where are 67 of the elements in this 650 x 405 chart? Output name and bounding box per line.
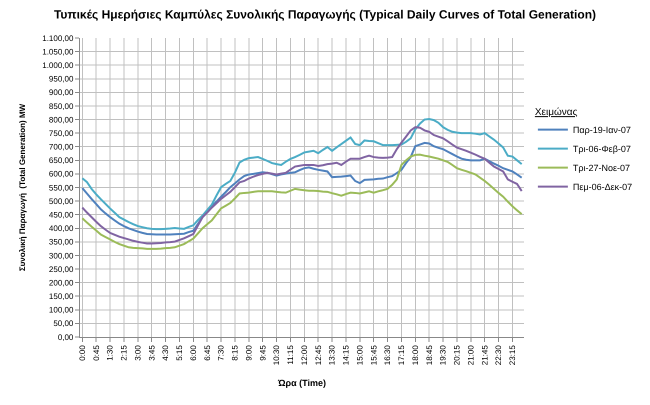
x-tick-label: 6:45 [202, 344, 212, 361]
y-tick-label: 0,00 [58, 332, 74, 342]
x-tick-label: 0:00 [78, 344, 87, 361]
y-tick-label: 300,00 [48, 251, 74, 260]
x-tick-label: 22:30 [494, 344, 504, 366]
y-tick-label: 850,00 [48, 102, 74, 111]
x-tick-label: 3:45 [147, 344, 156, 361]
x-axis-title: Ώρα (Time) [277, 378, 326, 388]
y-tick-label: 100,00 [48, 306, 74, 315]
y-tick-label: 1.000,00 [42, 60, 74, 70]
legend-label: Πεμ-06-Δεκ-07 [572, 182, 632, 192]
x-tick-label: 7:30 [216, 344, 226, 361]
y-tick-label: 700,00 [48, 142, 74, 152]
x-tick-label: 9:00 [244, 344, 254, 361]
x-tick-label: 4:30 [161, 344, 170, 361]
x-tick-label: 2:15 [120, 344, 129, 361]
line-series [81, 118, 523, 230]
x-tick-label: 16:30 [383, 344, 392, 366]
x-tick-label: 10:30 [272, 344, 282, 366]
y-tick-label: 750,00 [48, 128, 74, 138]
x-tick-label: 19:30 [438, 344, 448, 366]
y-tick-label: 350,00 [48, 238, 74, 247]
y-tick-label: 450,00 [48, 210, 74, 220]
x-tick-label: 6:00 [188, 344, 198, 361]
legend-label: Παρ-19-Ιαν-07 [572, 125, 631, 136]
x-tick-label: 13:30 [328, 344, 337, 366]
x-tick-label: 9:45 [258, 344, 268, 361]
x-tick-label: 11:15 [286, 344, 296, 365]
y-tick-label: 1.100,00 [42, 34, 74, 43]
y-tick-label: 600,00 [48, 170, 74, 179]
x-tick-label: 17:15 [397, 344, 406, 366]
y-tick-label: 400,00 [48, 224, 74, 234]
x-tick-label: 21:00 [466, 344, 476, 366]
x-tick-label: 5:15 [175, 344, 184, 361]
x-tick-label: 23:15 [508, 344, 518, 366]
x-tick-label: 12:00 [300, 344, 309, 366]
line-series [81, 142, 523, 236]
y-tick-label: 250,00 [48, 264, 74, 274]
x-tick-label: 18:45 [424, 344, 434, 366]
y-tick-label: 50,00 [53, 319, 74, 328]
legend-label: Τρι-06-Φεβ-07 [572, 144, 631, 154]
x-tick-label: 3:00 [133, 344, 142, 361]
legend-title: Χειμώνας [534, 107, 578, 118]
x-tick-label: 8:15 [230, 344, 240, 361]
line-series [81, 154, 523, 250]
chart-title: Τυπικές Ημερήσιες Καμπύλες Συνολικής Παραγωγής (Typical Daily Curves of Total Generation) [54, 8, 596, 22]
x-tick-label: 15:00 [355, 344, 364, 366]
y-tick-label: 650,00 [48, 156, 74, 166]
y-tick-label: 200,00 [48, 278, 74, 288]
y-tick-label: 950,00 [48, 74, 74, 84]
x-tick-label: 21:45 [480, 344, 490, 366]
y-tick-label: 550,00 [48, 183, 74, 192]
x-tick-label: 20:15 [452, 344, 462, 366]
y-tick-label: 150,00 [48, 292, 74, 302]
y-tick-label: 800,00 [48, 115, 74, 124]
x-tick-label: 18:00 [410, 344, 420, 366]
x-tick-label: 14:15 [342, 344, 351, 366]
y-tick-label: 500,00 [48, 196, 74, 206]
legend-label: Τρι-27-Νοε-07 [572, 163, 630, 174]
x-tick-label: 0:45 [92, 344, 101, 361]
y-axis-title: Συνολική Παραγωγή (Total Generation) MW [18, 103, 27, 272]
y-tick-label: 900,00 [48, 88, 74, 98]
line-series [81, 126, 523, 244]
x-tick-label: 15:45 [369, 344, 378, 366]
y-tick-label: 1.050,00 [42, 47, 74, 56]
x-tick-label: 12:45 [314, 344, 323, 366]
x-tick-label: 1:30 [106, 344, 115, 361]
